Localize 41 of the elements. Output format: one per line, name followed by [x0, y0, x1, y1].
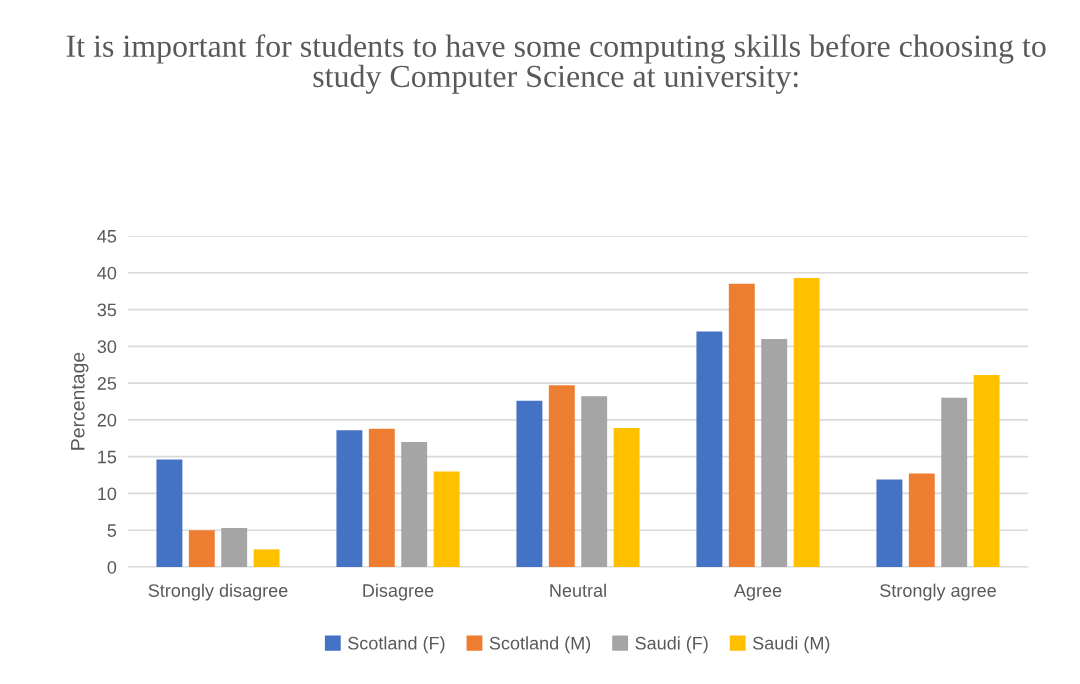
x-tick-label: Neutral — [550, 583, 606, 597]
y-tick-label: 40 — [97, 266, 117, 280]
x-tick-label: Agree — [733, 584, 782, 601]
x-tick-label: Disagree — [363, 583, 434, 601]
y-tick-label: 25 — [97, 377, 117, 390]
y-axis-title: Percentage — [71, 352, 89, 450]
bar — [876, 479, 903, 567]
bar — [728, 283, 755, 567]
bar — [581, 396, 608, 567]
bar — [401, 441, 428, 567]
bar — [793, 277, 820, 567]
legend-label: Scotland (F) — [348, 636, 445, 654]
bar — [433, 471, 460, 567]
bar — [253, 549, 280, 567]
bar — [761, 338, 788, 567]
chart-title: It is important for students to have some computing skills before choosing to study Computer Science at university: — [66, 34, 1046, 94]
y-tick-label: 15 — [98, 450, 117, 464]
bar — [548, 385, 575, 567]
y-tick-label: 30 — [97, 340, 117, 354]
bar — [188, 530, 215, 567]
bar — [613, 427, 640, 567]
legend-label: Scotland (M) — [489, 636, 591, 654]
bar — [941, 397, 968, 567]
bar — [221, 528, 248, 567]
x-tick-label: Strongly agree — [880, 583, 996, 601]
bar — [336, 430, 363, 567]
y-tick-label: 35 — [97, 303, 117, 317]
legend-label: Saudi (F) — [635, 636, 708, 654]
y-tick-label: 45 — [97, 230, 117, 243]
y-tick-label: 20 — [97, 413, 117, 427]
legend-label: Saudi (M) — [752, 636, 830, 654]
bar — [516, 400, 543, 567]
bar — [368, 428, 395, 567]
bar — [156, 459, 183, 567]
y-tick-label: 10 — [98, 487, 117, 501]
bar — [696, 331, 723, 567]
x-tick-label: Strongly disagree — [148, 583, 288, 601]
bar — [908, 473, 935, 567]
bar — [973, 375, 1000, 567]
y-tick-label: 5 — [107, 524, 117, 537]
y-tick-label: 0 — [107, 560, 117, 574]
